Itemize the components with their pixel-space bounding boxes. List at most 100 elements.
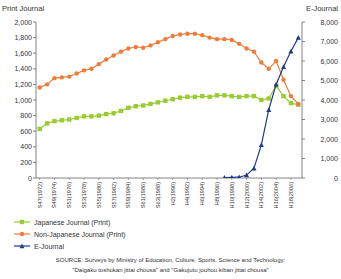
y2-tick-label: 4,000 <box>320 97 338 104</box>
y2-tick <box>302 178 305 179</box>
y2-tick <box>302 158 305 159</box>
x-tick <box>39 178 40 180</box>
data-point <box>244 46 248 50</box>
x-tick <box>290 178 291 180</box>
data-point <box>60 118 64 122</box>
data-point <box>230 94 234 98</box>
x-tick <box>217 178 218 180</box>
x-tick-label: H12(2000) <box>244 182 250 209</box>
series-line <box>40 86 299 129</box>
y-tick-label: 2,000 <box>14 19 32 26</box>
y-tick <box>33 84 36 85</box>
y2-tick <box>302 80 305 81</box>
y2-tick-label: 2,000 <box>320 136 338 143</box>
x-tick-label: H14(2002) <box>258 182 264 209</box>
y2-tick <box>302 61 305 62</box>
data-point <box>170 97 174 101</box>
x-tick <box>128 178 129 180</box>
x-tick-label: S51(1976) <box>66 182 72 208</box>
x-tick-label: S61(1986) <box>140 182 146 208</box>
data-point <box>119 49 123 53</box>
x-tick <box>187 178 188 180</box>
x-tick-label: H10(1998) <box>229 182 235 209</box>
x-tick <box>202 178 203 180</box>
y-tick-label: 1,600 <box>14 50 32 57</box>
x-tick-label: H16(2004) <box>273 182 279 209</box>
x-tick <box>98 178 99 180</box>
x-tick-label: H8(1996) <box>214 182 220 205</box>
data-point <box>82 114 86 118</box>
data-point <box>267 96 271 100</box>
data-point <box>215 93 219 97</box>
data-point <box>74 116 78 120</box>
data-point <box>200 33 204 37</box>
data-point <box>97 62 101 66</box>
y2-axis-title: E-Journal <box>306 4 338 13</box>
x-tick-label: H6(1994) <box>199 182 205 205</box>
chart: 02004006008001,0001,2001,4001,6001,8002,… <box>0 0 341 279</box>
data-point <box>193 95 197 99</box>
y-tick <box>33 37 36 38</box>
x-tick <box>157 178 158 180</box>
y2-tick <box>302 119 305 120</box>
data-point <box>134 45 138 49</box>
data-point <box>178 32 182 36</box>
y2-tick-label: 0 <box>334 175 338 182</box>
plot-area <box>37 32 300 179</box>
x-tick <box>143 178 144 180</box>
data-point <box>274 59 278 63</box>
data-point <box>267 67 271 71</box>
data-point <box>185 95 189 99</box>
data-point <box>89 67 93 71</box>
legend-marker <box>20 232 24 236</box>
legend-marker <box>20 243 25 248</box>
legend-label: Non-Japanese Journal (Print) <box>34 231 125 239</box>
data-point <box>200 94 204 98</box>
y-tick-label: 1,800 <box>14 34 32 41</box>
source-note: "Daigaku toshokan jittai chousa" and "Ga… <box>72 267 268 273</box>
y-tick <box>33 146 36 147</box>
x-tick <box>172 178 173 180</box>
data-point <box>274 82 279 87</box>
data-point <box>52 119 56 123</box>
x-tick-label: S55(1980) <box>96 182 102 208</box>
y2-tick <box>302 41 305 42</box>
y-tick <box>33 53 36 54</box>
data-point <box>37 127 41 131</box>
data-point <box>126 106 130 110</box>
x-tick <box>246 178 247 180</box>
y2-tick-label: 5,000 <box>320 77 338 84</box>
x-tick-label: H18(2006) <box>288 182 294 209</box>
y-tick <box>33 162 36 163</box>
data-point <box>237 95 241 99</box>
data-point <box>244 172 249 177</box>
y-tick-label: 600 <box>20 128 32 135</box>
data-point <box>259 98 263 102</box>
data-point <box>252 49 256 53</box>
data-point <box>156 100 160 104</box>
y2-tick <box>302 100 305 101</box>
data-point <box>170 34 174 38</box>
data-point <box>67 117 71 121</box>
x-tick-label: S59(1984) <box>125 182 131 208</box>
source-note: SOURCE: Surveys by Ministry of Education… <box>56 257 286 263</box>
x-tick <box>84 178 85 180</box>
data-point <box>52 76 56 80</box>
data-point <box>148 102 152 106</box>
data-point <box>67 74 71 78</box>
y-tick-label: 0 <box>28 175 32 182</box>
data-point <box>111 111 115 115</box>
y-tick <box>33 68 36 69</box>
x-tick-label: S49(1974) <box>51 182 57 208</box>
data-point <box>60 75 64 79</box>
y-tick <box>33 100 36 101</box>
y2-tick <box>302 139 305 140</box>
x-tick <box>276 178 277 180</box>
data-point <box>222 93 226 97</box>
data-point <box>281 64 286 69</box>
legend-marker <box>20 220 24 224</box>
data-point <box>251 166 256 171</box>
data-point <box>74 71 78 75</box>
data-point <box>193 32 197 36</box>
data-point <box>281 94 285 98</box>
